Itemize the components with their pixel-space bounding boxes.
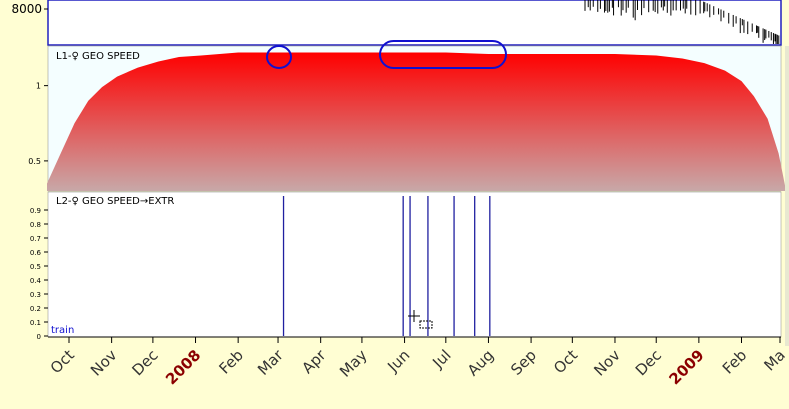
x-tick-label-month: Jul <box>428 346 454 372</box>
l1-panel-title: L1-♀ GEO SPEED <box>56 51 140 62</box>
l2-y-tick-label: 0.1 <box>30 319 41 327</box>
annotation-oval <box>379 40 507 69</box>
price-trace <box>584 0 780 44</box>
l2-y-tick-label: 0.6 <box>30 249 42 257</box>
x-tick-label-year: 2008 <box>162 346 204 388</box>
x-tick-label-month: Nov <box>590 346 624 380</box>
l1-area-series <box>46 52 786 191</box>
l2-y-tick-label: 0.8 <box>30 221 41 229</box>
x-tick-label-month: Feb <box>215 346 247 378</box>
x-tick-label-month: Apr <box>298 346 330 378</box>
top-panel-frame <box>47 0 782 46</box>
top-panel-tick-label: 8000 <box>11 2 42 16</box>
x-tick-label-month: Dec <box>632 346 665 379</box>
x-tick-label-month: Sep <box>507 346 540 379</box>
right-edge-scrollbar[interactable] <box>785 46 789 346</box>
x-tick-label-year: 2009 <box>665 346 707 388</box>
l2-y-tick-label: 0.5 <box>30 263 41 271</box>
x-tick-label-month: Oct <box>550 346 581 377</box>
top-price-panel: 8000 <box>11 0 782 46</box>
l2-y-tick-label: 0.2 <box>30 305 41 313</box>
x-tick-label-month: Oct <box>47 346 78 377</box>
x-tick-label-month: Ma <box>760 346 788 374</box>
annotation-circle <box>266 45 292 69</box>
l2-y-axis: 0 0.1 0.2 0.3 0.4 0.5 0.6 0.7 0.8 0.9 <box>30 207 48 341</box>
x-tick-label-month: Nov <box>87 346 121 380</box>
l2-y-tick-label: 0.3 <box>30 291 41 299</box>
l2-y-tick-label: 0 <box>37 333 41 341</box>
x-tick-label-month: Aug <box>464 346 497 379</box>
l2-event-lines <box>282 196 491 336</box>
x-tick-label-month: May <box>336 346 371 381</box>
crosshair-cursor-icon <box>408 310 433 329</box>
x-tick-label-month: Mar <box>254 346 287 379</box>
x-tick-label-month: Dec <box>128 346 161 379</box>
l1-y-tick-label: 0.5 <box>28 157 41 166</box>
l2-geo-speed-extr-panel: L2-♀ GEO SPEED→EXTR 00.10.20.30.40.50.60… <box>30 191 782 341</box>
x-tick-label-month: Feb <box>719 346 751 378</box>
l1-y-tick-label: 1 <box>36 82 41 91</box>
l2-y-tick-label: 0.9 <box>30 207 41 215</box>
x-axis: Oct Nov Dec 2008 Feb Mar Apr May Jun Jul Aug Sep Oct… <box>47 336 789 388</box>
train-label: train <box>51 325 74 336</box>
x-tick-label-month: Jun <box>383 346 413 376</box>
l2-panel-title: L2-♀ GEO SPEED→EXTR <box>56 196 174 207</box>
l1-geo-speed-panel: L1-♀ GEO SPEED 0.51 <box>28 40 786 192</box>
l1-y-axis: 0.51 <box>28 82 48 166</box>
l2-y-tick-label: 0.7 <box>30 235 41 243</box>
l2-y-tick-label: 0.4 <box>30 277 42 285</box>
